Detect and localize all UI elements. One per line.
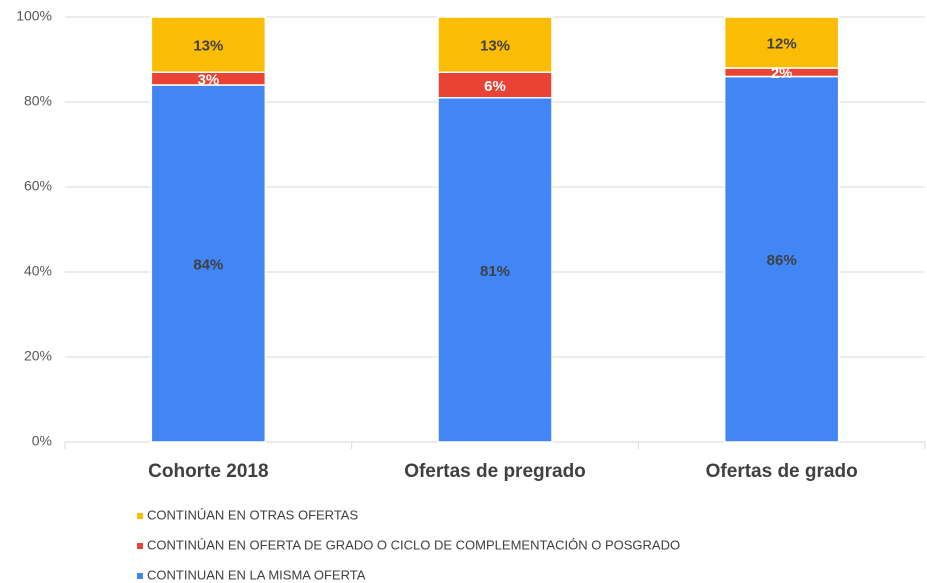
value-label: 13% <box>480 38 510 55</box>
y-tick-label: 60% <box>24 178 52 194</box>
legend-swatch <box>137 513 143 519</box>
y-tick-label: 80% <box>24 93 52 109</box>
bar-segment <box>150 16 267 73</box>
value-label: 84% <box>193 256 223 273</box>
bar-segment <box>437 71 553 99</box>
bar-segment <box>437 16 553 73</box>
value-label: 6% <box>484 78 506 95</box>
legend-swatch <box>137 573 143 579</box>
value-label: 3% <box>197 72 219 89</box>
value-label: 86% <box>767 252 797 269</box>
value-label: 12% <box>767 35 797 52</box>
y-tick-label: 0% <box>32 433 52 449</box>
legend-label: CONTINUAN EN LA MISMA OFERTA <box>147 567 366 582</box>
y-tick-label: 20% <box>24 348 52 364</box>
legend-swatch <box>137 543 143 549</box>
x-tick-label: Ofertas de pregrado <box>404 461 586 482</box>
value-label: 2% <box>771 65 793 82</box>
bar-segment <box>437 97 553 443</box>
value-label: 13% <box>193 38 223 55</box>
y-tick-label: 100% <box>16 8 52 24</box>
bar-segment <box>723 75 840 443</box>
y-tick-label: 40% <box>24 263 52 279</box>
value-label: 81% <box>480 263 510 280</box>
x-tick-label: Cohorte 2018 <box>148 461 268 482</box>
x-tick-label: Ofertas de grado <box>706 461 858 482</box>
legend-label: CONTINÚAN EN OFERTA DE GRADO O CICLO DE … <box>147 537 680 552</box>
legend-label: CONTINÚAN EN OTRAS OFERTAS <box>147 507 358 522</box>
bar-segment <box>723 16 840 69</box>
